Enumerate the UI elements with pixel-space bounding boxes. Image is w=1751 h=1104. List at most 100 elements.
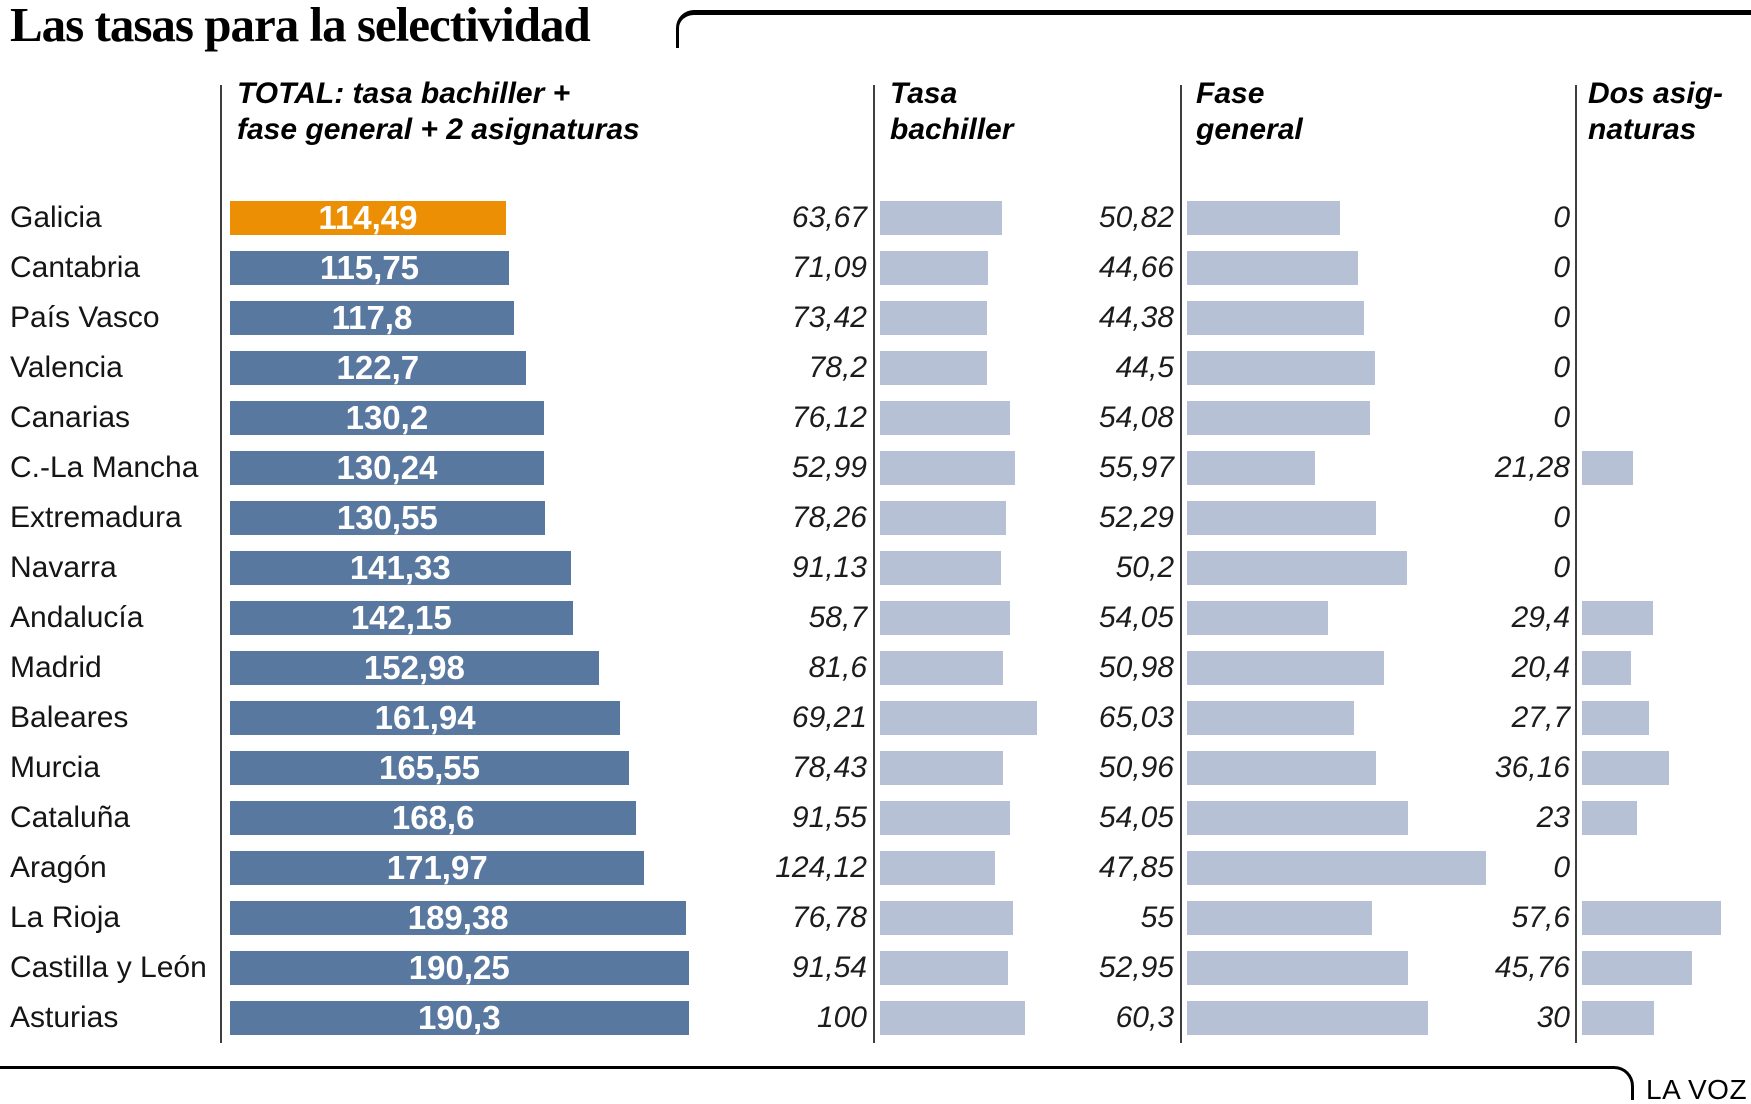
total-bar: 161,94 [230,701,621,735]
total-bar: 114,49 [230,201,506,235]
total-bar: 190,3 [230,1001,689,1035]
table-row: Canarias 130,2 76,12 54,08 0 [0,401,1751,435]
region-label: Asturias [10,1001,119,1034]
table-row: Castilla y León 190,25 91,54 52,95 45,76 [0,951,1751,985]
dos-asignaturas-value: 29,4 [1511,601,1570,634]
fase-general-bar [1187,901,1373,935]
total-bar: 117,8 [230,301,514,335]
tasa-bachiller-bar [880,401,1011,435]
total-bar: 189,38 [230,901,687,935]
fase-general-value: 65,03 [1098,701,1174,734]
table-row: Cataluña 168,6 91,55 54,05 23 [0,801,1751,835]
divider-dos-asignaturas [1575,85,1577,1043]
dos-asignaturas-value: 20,4 [1511,651,1570,684]
tasa-bachiller-value: 78,26 [791,501,867,534]
tasa-bachiller-value: 100 [816,1001,867,1034]
dos-asignaturas-value: 0 [1553,351,1570,384]
total-value: 115,75 [319,249,420,286]
table-row: Asturias 190,3 100 60,3 30 [0,1001,1751,1035]
table-row: Navarra 141,33 91,13 50,2 0 [0,551,1751,585]
dos-asignaturas-value: 0 [1553,851,1570,884]
tasa-bachiller-bar [880,451,1015,485]
region-label: Galicia [10,201,102,234]
tasa-bachiller-value: 78,2 [808,351,867,384]
tasa-bachiller-value: 81,6 [808,651,867,684]
dos-asignaturas-bar [1582,801,1638,835]
region-label: Navarra [10,551,117,584]
tasa-bachiller-value: 52,99 [791,451,867,484]
column-header-dos-asignaturas: Dos asig- naturas [1588,76,1723,148]
fase-general-bar [1187,551,1407,585]
fase-general-bar [1187,501,1376,535]
tasa-bachiller-bar [880,201,1003,235]
region-label: C.-La Mancha [10,451,199,484]
table-row: Aragón 171,97 124,12 47,85 0 [0,851,1751,885]
region-label: Valencia [10,351,123,384]
tasa-bachiller-bar [880,601,1011,635]
total-value: 117,8 [331,299,413,336]
tasa-bachiller-value: 124,12 [775,851,867,884]
total-value: 190,3 [418,999,501,1036]
fase-general-bar [1187,301,1364,335]
region-label: País Vasco [10,301,160,334]
region-label: Cataluña [10,801,131,834]
table-row: Valencia 122,7 78,2 44,5 0 [0,351,1751,385]
fase-general-value: 44,66 [1098,251,1174,284]
column-header-fase-line2: general [1196,113,1303,146]
table-row: La Rioja 189,38 76,78 55 57,6 [0,901,1751,935]
region-label: Murcia [10,751,101,784]
fase-general-value: 47,85 [1098,851,1174,884]
table-row: Galicia 114,49 63,67 50,82 0 [0,201,1751,235]
column-header-dos-line2: naturas [1588,113,1697,146]
total-value: 165,55 [379,749,480,786]
fase-general-bar [1187,801,1408,835]
tasa-bachiller-value: 76,78 [791,901,867,934]
tasa-bachiller-value: 78,43 [791,751,867,784]
column-header-dos-line1: Dos asig- [1588,77,1724,110]
dos-asignaturas-value: 0 [1553,501,1570,534]
table-row: Madrid 152,98 81,6 50,98 20,4 [0,651,1751,685]
fase-general-bar [1187,201,1341,235]
fase-general-value: 52,29 [1098,501,1174,534]
divider-fase-general [1180,85,1182,1043]
dos-asignaturas-bar [1582,751,1670,785]
dos-asignaturas-value: 0 [1553,301,1570,334]
total-value: 152,98 [363,649,465,686]
tasa-bachiller-bar [880,951,1008,985]
total-value: 190,25 [408,949,510,986]
dos-asignaturas-bar [1582,1001,1655,1035]
fase-general-value: 60,3 [1115,1001,1174,1034]
fase-general-value: 54,05 [1098,801,1174,834]
column-header-tasa-bachiller: Tasa bachiller [890,76,1013,148]
tasa-bachiller-value: 58,7 [808,601,867,634]
fase-general-bar [1187,651,1384,685]
fase-general-value: 44,5 [1115,351,1174,384]
dos-asignaturas-value: 36,16 [1494,751,1570,784]
total-value: 168,6 [391,799,475,836]
tasa-bachiller-bar [880,351,988,385]
total-bar: 152,98 [230,651,599,685]
column-header-total: TOTAL: tasa bachiller + fase general + 2… [237,76,640,148]
region-label: Cantabria [10,251,141,284]
fase-general-value: 55,97 [1098,451,1174,484]
dos-asignaturas-bar [1582,901,1721,935]
table-row: País Vasco 117,8 73,42 44,38 0 [0,301,1751,335]
fase-general-bar [1187,951,1408,985]
region-label: Aragón [10,851,107,884]
tasa-bachiller-bar [880,501,1007,535]
fase-general-bar [1187,701,1354,735]
dos-asignaturas-value: 57,6 [1511,901,1570,934]
divider-tasa-bachiller [873,85,875,1043]
fase-general-bar [1187,451,1315,485]
title-bracket-line [676,10,1751,48]
fase-general-bar [1187,351,1376,385]
column-header-total-line2: fase general + 2 asignaturas [237,113,640,146]
table-row: Andalucía 142,15 58,7 54,05 29,4 [0,601,1751,635]
tasa-bachiller-bar [880,551,1001,585]
dos-asignaturas-value: 0 [1553,201,1570,234]
fase-general-value: 52,95 [1098,951,1174,984]
total-value: 130,55 [336,499,438,536]
fase-general-value: 54,05 [1098,601,1174,634]
dos-asignaturas-value: 0 [1553,401,1570,434]
